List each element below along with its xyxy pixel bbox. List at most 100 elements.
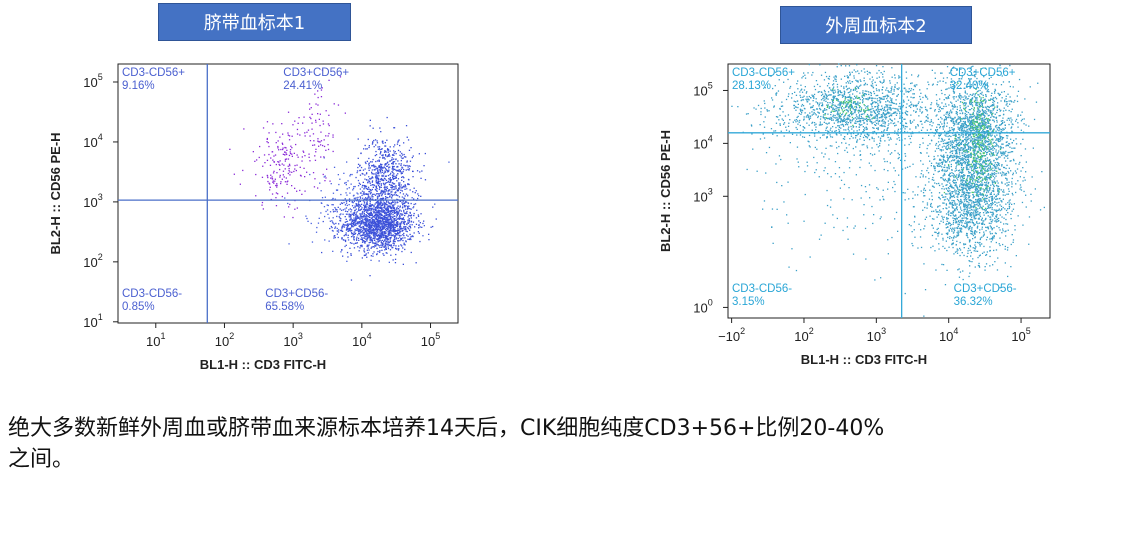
data-point	[382, 210, 384, 212]
data-point	[382, 215, 385, 217]
data-point	[381, 217, 383, 219]
data-point	[800, 105, 803, 107]
data-point	[336, 211, 338, 213]
data-point	[366, 224, 368, 226]
data-point	[387, 161, 389, 163]
data-point	[899, 117, 901, 119]
data-point	[368, 169, 370, 171]
data-point	[350, 227, 352, 229]
data-point	[367, 223, 370, 225]
data-point	[362, 169, 365, 171]
data-point	[796, 128, 798, 130]
data-point	[367, 234, 369, 237]
data-point	[871, 99, 873, 102]
data-point	[391, 159, 393, 161]
data-point	[385, 217, 388, 219]
data-point	[1020, 120, 1023, 122]
data-point	[887, 100, 889, 102]
data-point	[360, 234, 363, 237]
data-point	[831, 130, 833, 132]
data-point	[369, 230, 371, 232]
data-point	[346, 251, 349, 254]
data-point	[908, 135, 910, 137]
data-point	[393, 152, 395, 154]
data-point	[850, 88, 852, 91]
data-point	[359, 169, 361, 172]
data-point	[924, 106, 927, 108]
data-point	[393, 238, 396, 240]
data-point	[401, 172, 403, 174]
data-point	[393, 165, 395, 168]
data-point	[1024, 98, 1026, 100]
data-point	[406, 136, 408, 138]
data-point	[377, 240, 379, 242]
data-point	[385, 212, 387, 215]
data-point	[850, 90, 852, 92]
data-point	[887, 95, 890, 97]
data-point	[821, 123, 823, 126]
data-point	[822, 98, 824, 100]
data-point	[883, 70, 885, 73]
data-point	[357, 166, 359, 169]
data-point	[382, 197, 384, 199]
data-point	[400, 172, 403, 174]
data-point	[384, 167, 386, 169]
data-point	[377, 210, 380, 212]
data-point	[393, 241, 395, 243]
data-point	[392, 240, 394, 242]
data-point	[794, 119, 796, 121]
data-point	[385, 189, 387, 191]
data-point	[390, 213, 392, 215]
data-point	[863, 139, 865, 141]
data-point	[369, 239, 371, 241]
data-point	[387, 247, 390, 250]
data-point	[391, 207, 393, 209]
data-point	[794, 91, 796, 93]
data-point	[832, 96, 834, 98]
data-point	[415, 190, 417, 192]
data-point	[866, 133, 868, 135]
data-point	[885, 116, 887, 118]
data-point	[364, 229, 366, 231]
data-point	[875, 119, 877, 122]
data-point	[367, 245, 369, 247]
data-point	[343, 172, 345, 174]
data-point	[820, 94, 823, 97]
data-point	[385, 218, 387, 220]
data-point	[346, 227, 348, 229]
data-point	[906, 111, 909, 113]
data-point	[948, 127, 951, 129]
data-point	[372, 215, 374, 218]
data-point	[877, 100, 879, 102]
data-point	[369, 235, 371, 237]
data-point	[374, 206, 377, 209]
data-point	[368, 244, 370, 246]
data-point	[369, 241, 371, 243]
data-point	[853, 154, 855, 156]
data-point	[405, 169, 407, 171]
data-point	[423, 165, 425, 167]
data-point	[377, 250, 379, 253]
data-point	[808, 145, 810, 147]
data-point	[375, 218, 377, 220]
data-point	[412, 235, 414, 238]
data-point	[368, 223, 370, 225]
data-point	[366, 216, 368, 218]
data-point	[976, 130, 978, 132]
data-point	[873, 92, 876, 95]
data-point	[385, 168, 387, 170]
data-point	[856, 107, 858, 109]
data-point	[889, 112, 891, 114]
data-point	[818, 103, 820, 106]
data-point	[380, 223, 383, 225]
data-point	[945, 88, 947, 91]
data-point	[384, 218, 386, 220]
data-point	[370, 217, 372, 219]
data-point	[406, 161, 408, 163]
data-point	[822, 110, 824, 112]
data-point	[889, 106, 891, 109]
data-point	[389, 150, 391, 152]
data-point	[384, 170, 386, 172]
data-point	[887, 104, 889, 106]
data-point	[428, 233, 430, 235]
